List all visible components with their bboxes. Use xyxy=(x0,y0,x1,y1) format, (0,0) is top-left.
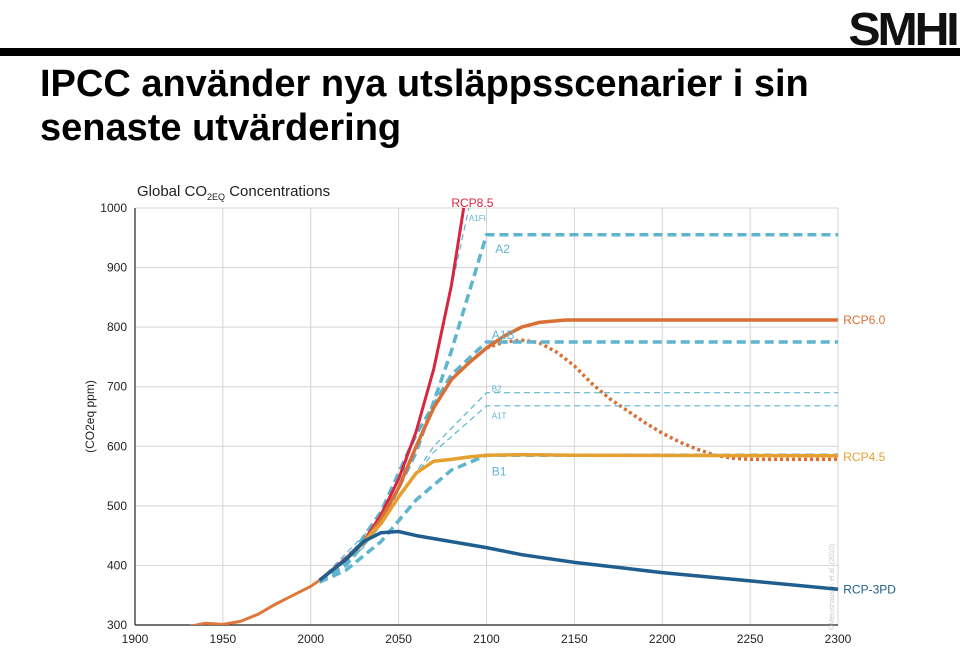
historical-line xyxy=(189,579,321,625)
series-line-a2 xyxy=(318,233,838,582)
series-label: B2 xyxy=(492,384,502,393)
y-tick-label: 800 xyxy=(107,320,127,334)
chart-title-main: Global CO xyxy=(137,183,207,200)
title-rule xyxy=(0,48,960,56)
page-title-line-1: IPCC använder nya utsläppsscenarier i si… xyxy=(40,63,809,105)
x-tick-label: 2000 xyxy=(297,632,324,646)
series-line-b2 xyxy=(319,392,838,581)
y-tick-label: 500 xyxy=(107,499,127,513)
x-tick-label: 2300 xyxy=(825,632,852,646)
x-tick-label: 1900 xyxy=(122,632,149,646)
series-line-a1b xyxy=(318,340,838,582)
y-tick-label: 700 xyxy=(107,380,127,394)
series-label: RCP4.5 xyxy=(843,450,885,464)
co2-concentration-chart: 1900 1950 2000 2050 2100 2150 2200 2250 2300 300 4… xyxy=(83,183,896,646)
y-tick-label: 400 xyxy=(107,558,127,572)
smhi-logo: SMHI xyxy=(848,3,959,55)
x-tick-label: 1950 xyxy=(210,632,237,646)
series-label: RCP6.0 xyxy=(843,313,885,327)
series-label: RCP8.5 xyxy=(451,196,493,210)
chart-container: 1900 1950 2000 2050 2100 2150 2200 2250 2300 300 4… xyxy=(0,170,960,662)
x-tick-label: 2100 xyxy=(473,632,500,646)
series-line-a1t xyxy=(319,405,838,581)
y-tick-label: 1000 xyxy=(100,201,127,215)
series-line-rcp-3pd xyxy=(318,529,839,592)
series-line-a1fi xyxy=(319,207,470,581)
y-axis-label: (CO2eq ppm) xyxy=(83,380,97,453)
y-tick-label: 600 xyxy=(107,439,127,453)
x-tick-label: 2200 xyxy=(649,632,676,646)
x-tick-label: 2050 xyxy=(385,632,412,646)
series-label: RCP-3PD xyxy=(843,582,896,596)
series-label: A2 xyxy=(495,242,510,256)
x-tick-label: 2150 xyxy=(561,632,588,646)
series-label: B1 xyxy=(492,464,507,478)
page-title: IPCC använder nya utsläppsscenarier i si… xyxy=(40,62,940,150)
series-line-rcp6-0 xyxy=(318,318,838,582)
series-label: A1B xyxy=(492,328,515,342)
x-tick-label: 2250 xyxy=(737,632,764,646)
chart-title: Global CO2EQ Concentrations xyxy=(137,183,330,202)
chart-title-subscript: 2EQ xyxy=(207,192,225,202)
chart-title-rest: Concentrations xyxy=(225,183,330,200)
page-title-line-2: senaste utvärdering xyxy=(40,107,402,149)
series-label: A1T xyxy=(492,412,507,421)
watermark-credit: ©Meinshausen et al. (2010) xyxy=(828,544,836,630)
y-tick-label: 300 xyxy=(107,618,127,632)
series-label: A1FI xyxy=(469,214,486,223)
y-tick-label: 900 xyxy=(107,261,127,275)
